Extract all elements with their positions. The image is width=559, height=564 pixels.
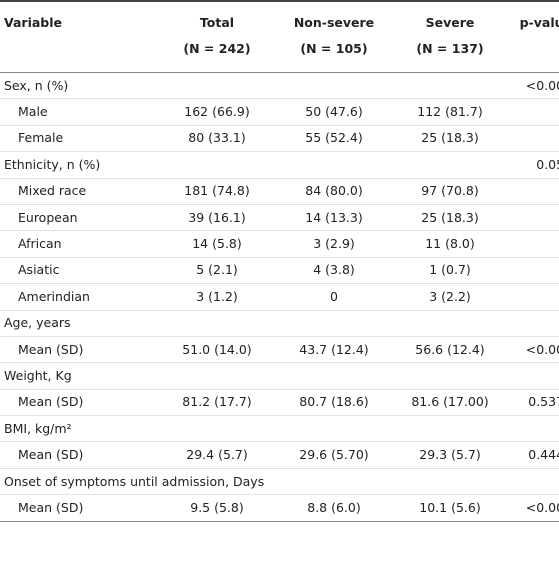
- header-cell: Total (N = 242): [158, 1, 276, 73]
- p-value: [508, 310, 559, 337]
- group-label: Sex, n (%): [0, 72, 508, 100]
- cell-value: 25 (18.3): [392, 125, 508, 153]
- column-name: Total: [199, 15, 235, 30]
- group-label: BMI, kg/m²: [0, 415, 508, 443]
- data-row: Mean (SD) 29.4 (5.7) 29.6 (5.70) 29.3 (5.7)…: [0, 441, 559, 469]
- row-label: Mean (SD): [0, 441, 158, 469]
- data-row: Amerindian 3 (1.2) 0 3 (2.2): [0, 283, 559, 311]
- group-label: Weight, Kg: [0, 362, 508, 390]
- data-row: European 39 (16.1) 14 (13.3) 25 (18.3): [0, 204, 559, 232]
- p-value: [508, 98, 559, 126]
- p-value: [508, 230, 559, 258]
- cell-value: 9.5 (5.8): [190, 499, 244, 515]
- data-row: Mixed race 181 (74.8) 84 (80.0) 97 (70.8): [0, 178, 559, 205]
- cell-value: 29.4 (5.7): [158, 441, 276, 469]
- cell-value: 8.8 (6.0): [307, 499, 361, 515]
- row-label: Amerindian: [0, 283, 158, 311]
- row-label: Female: [0, 125, 158, 153]
- group-row: BMI, kg/m²: [0, 415, 559, 443]
- row-label: European: [0, 204, 158, 232]
- header-cell: Severe (N = 137): [392, 1, 508, 73]
- cell-value: 14 (13.3): [276, 204, 392, 232]
- row-label: African: [0, 230, 158, 258]
- cell-value: 162 (66.9): [158, 98, 276, 126]
- column-n: (N = 137): [416, 41, 484, 56]
- data-row: Mean (SD) 9.5 (5.8) 8.8 (6.0) 10.1 (5.6) <0.…: [0, 495, 559, 521]
- group-label: Ethnicity, n (%): [0, 151, 508, 179]
- p-value: [508, 125, 559, 153]
- cell-value: 84 (80.0): [276, 178, 392, 205]
- data-row: Mean (SD) 51.0 (14.0) 43.7 (12.4) 56.6 (12.…: [0, 336, 559, 364]
- p-value: [508, 283, 559, 311]
- cell-value: 25 (18.3): [392, 204, 508, 232]
- cell-value: 11 (8.0): [392, 230, 508, 258]
- row-label: Asiatic: [0, 257, 158, 285]
- cell-value: 39 (16.1): [158, 204, 276, 232]
- column-name: Non-severe: [293, 15, 375, 30]
- p-value: [508, 468, 559, 496]
- header-cell: Non-severe (N = 105): [276, 1, 392, 73]
- cell-value: 14 (5.8): [158, 230, 276, 258]
- data-table: Variable Total (N = 242) Non-severe (N = 105…: [0, 0, 559, 522]
- p-value: 0.053: [508, 151, 559, 179]
- cell-value: 80.7 (18.6): [276, 389, 392, 417]
- p-value: 0.5377: [508, 389, 559, 417]
- cell-value: 112 (81.7): [392, 98, 508, 126]
- group-label: Onset of symptoms until admission, Days: [0, 468, 508, 496]
- group-row: Weight, Kg: [0, 362, 559, 390]
- row-label: Male: [0, 98, 158, 126]
- column-n: (N = 242): [183, 41, 251, 56]
- cell-value: 181 (74.8): [158, 178, 276, 205]
- data-row: Asiatic 5 (2.1) 4 (3.8) 1 (0.7): [0, 257, 559, 285]
- cell-value: 55 (52.4): [276, 125, 392, 153]
- cell-value: 10.1 (5.6): [419, 499, 481, 515]
- p-value: <0.001: [525, 499, 559, 515]
- cell-value: 80 (33.1): [158, 125, 276, 153]
- group-row: Onset of symptoms until admission, Days: [0, 468, 559, 496]
- row-label: Mean (SD): [18, 499, 84, 515]
- group-row: Sex, n (%)<0.001: [0, 72, 559, 100]
- cell-value: 0: [276, 283, 392, 311]
- p-value: [508, 362, 559, 390]
- cell-value: 56.6 (12.4): [392, 336, 508, 364]
- header-cell: Variable: [0, 1, 158, 73]
- p-value: [508, 415, 559, 443]
- header-cell: p-value: [508, 1, 559, 73]
- row-label: Mean (SD): [0, 389, 158, 417]
- column-name: Severe: [425, 15, 475, 30]
- data-row: African 14 (5.8) 3 (2.9) 11 (8.0): [0, 230, 559, 258]
- group-label: Age, years: [0, 310, 508, 337]
- p-value: [508, 204, 559, 232]
- cell-value: 3 (2.2): [392, 283, 508, 311]
- p-value: 0.4441: [508, 441, 559, 469]
- data-row: Male 162 (66.9) 50 (47.6) 112 (81.7): [0, 98, 559, 126]
- cell-value: 29.3 (5.7): [392, 441, 508, 469]
- data-row: Mean (SD) 81.2 (17.7) 80.7 (18.6) 81.6 (17.…: [0, 389, 559, 417]
- header-row: Variable Total (N = 242) Non-severe (N = 105…: [0, 1, 559, 73]
- cell-value: 43.7 (12.4): [276, 336, 392, 364]
- p-value: [508, 257, 559, 285]
- cell-value: 5 (2.1): [158, 257, 276, 285]
- cell-value: 3 (1.2): [158, 283, 276, 311]
- p-value: <0.001: [508, 72, 559, 100]
- cell-value: 97 (70.8): [392, 178, 508, 205]
- cell-value: 81.6 (17.00): [392, 389, 508, 417]
- data-row: Female 80 (33.1) 55 (52.4) 25 (18.3): [0, 125, 559, 153]
- p-value: [508, 178, 559, 205]
- row-label: Mean (SD): [0, 336, 158, 364]
- cell-value: 81.2 (17.7): [158, 389, 276, 417]
- group-row: Ethnicity, n (%)0.053: [0, 151, 559, 179]
- cell-value: 51.0 (14.0): [158, 336, 276, 364]
- cell-value: 1 (0.7): [392, 257, 508, 285]
- cell-value: 29.6 (5.70): [276, 441, 392, 469]
- column-n: (N = 105): [300, 41, 368, 56]
- p-value: <0.001: [508, 336, 559, 364]
- cell-value: 50 (47.6): [276, 98, 392, 126]
- cell-value: 3 (2.9): [276, 230, 392, 258]
- row-label: Mixed race: [0, 178, 158, 205]
- cell-value: 4 (3.8): [276, 257, 392, 285]
- group-row: Age, years: [0, 310, 559, 337]
